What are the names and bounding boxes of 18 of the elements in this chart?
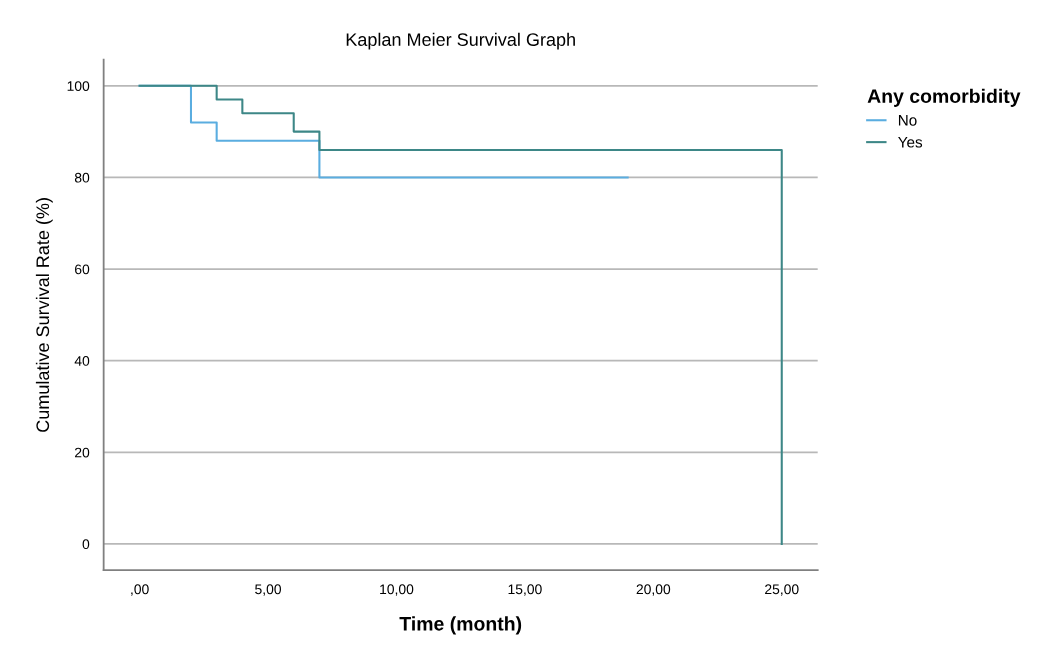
x-tick-label: 20,00 — [636, 584, 671, 596]
x-axis-title: Time (month) — [399, 616, 522, 635]
y-tick-label: 80 — [74, 172, 90, 183]
x-tick-label: 15,00 — [508, 584, 542, 596]
y-tick-label: 0 — [82, 539, 90, 550]
chart-title: Kaplan Meier Survival Graph — [346, 32, 575, 50]
y-axis-title: Cumulative Survival Rate (%) — [35, 198, 53, 432]
x-tick-label: 10,00 — [380, 584, 414, 596]
legend-label: No — [898, 115, 917, 126]
x-tick-label: ,00 — [131, 584, 149, 596]
x-tick-label: 5,00 — [255, 584, 282, 596]
y-tick-label: 40 — [74, 356, 90, 366]
legend-title: Any comorbidity — [867, 88, 1021, 107]
y-tick-label: 60 — [75, 264, 90, 275]
legend-label: Yes — [898, 136, 923, 148]
x-tick-label: 25,00 — [765, 584, 799, 596]
y-tick-label: 20 — [75, 447, 90, 458]
y-tick-label: 100 — [67, 81, 90, 91]
